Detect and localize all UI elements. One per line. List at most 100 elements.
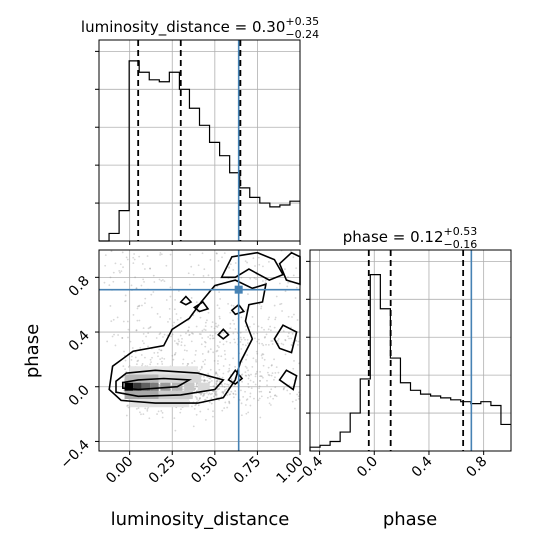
sample-point bbox=[130, 358, 133, 361]
sample-point bbox=[209, 258, 212, 261]
sample-point bbox=[270, 374, 273, 377]
sample-point bbox=[104, 254, 107, 256]
sample-point bbox=[211, 390, 214, 393]
sample-point bbox=[179, 316, 182, 319]
sample-point bbox=[192, 425, 195, 428]
sample-point bbox=[187, 330, 189, 332]
sample-point bbox=[153, 281, 156, 283]
sample-point bbox=[195, 349, 197, 352]
sample-point bbox=[127, 404, 129, 407]
sample-point bbox=[194, 353, 197, 356]
sample-point bbox=[203, 380, 206, 383]
sample-point bbox=[188, 333, 191, 336]
sample-point bbox=[259, 380, 261, 382]
sample-point bbox=[191, 362, 193, 364]
sample-point bbox=[274, 376, 276, 379]
sample-point bbox=[218, 307, 221, 310]
sample-point bbox=[187, 363, 190, 365]
sample-point bbox=[204, 359, 207, 361]
sample-point bbox=[217, 355, 220, 357]
sample-point bbox=[183, 349, 186, 352]
sample-point bbox=[287, 315, 290, 318]
sample-point bbox=[214, 390, 217, 393]
sample-point bbox=[215, 372, 218, 375]
sample-point bbox=[284, 290, 287, 293]
sample-point bbox=[215, 382, 218, 385]
sample-point bbox=[203, 268, 206, 271]
sample-point bbox=[217, 362, 219, 365]
sample-point bbox=[201, 252, 204, 255]
sample-point bbox=[179, 411, 182, 414]
sample-point bbox=[270, 364, 273, 366]
density-cell bbox=[133, 382, 142, 391]
sample-point bbox=[215, 322, 217, 325]
sample-point bbox=[158, 383, 161, 386]
sample-point bbox=[150, 361, 152, 363]
sample-point bbox=[157, 410, 160, 413]
histogram-marks bbox=[99, 40, 300, 242]
sample-point bbox=[284, 353, 287, 356]
sample-point bbox=[135, 363, 138, 366]
sample-point bbox=[274, 316, 277, 319]
sample-point bbox=[257, 256, 260, 259]
sample-point bbox=[261, 375, 263, 378]
sample-point bbox=[162, 336, 164, 338]
sample-point bbox=[223, 252, 226, 255]
sample-point bbox=[134, 276, 137, 279]
sample-point bbox=[187, 272, 190, 275]
sample-point bbox=[220, 395, 223, 398]
sample-point bbox=[137, 407, 140, 409]
sample-point bbox=[258, 390, 261, 393]
sample-point bbox=[234, 393, 237, 396]
sample-point bbox=[143, 280, 145, 283]
sample-point bbox=[291, 316, 293, 318]
sample-point bbox=[246, 261, 249, 264]
sample-point bbox=[163, 357, 166, 360]
sample-point bbox=[195, 396, 198, 399]
sample-point bbox=[289, 250, 292, 253]
histogram-marks bbox=[309, 250, 511, 451]
sample-point bbox=[252, 381, 255, 383]
contour-island bbox=[217, 328, 230, 340]
sample-point bbox=[227, 370, 230, 373]
sample-point bbox=[138, 304, 141, 307]
sample-point bbox=[249, 277, 252, 280]
sample-point bbox=[197, 404, 200, 407]
sample-point bbox=[273, 378, 275, 381]
sample-point bbox=[183, 344, 186, 347]
sample-point bbox=[194, 395, 197, 398]
sample-point bbox=[230, 304, 233, 307]
sample-point bbox=[132, 262, 135, 265]
density-cell bbox=[124, 390, 159, 400]
sample-point bbox=[160, 279, 163, 282]
sample-point bbox=[141, 263, 144, 265]
sample-point bbox=[141, 364, 143, 367]
sample-point bbox=[127, 366, 130, 368]
sample-point bbox=[166, 334, 169, 337]
sample-point bbox=[131, 347, 134, 349]
sample-point bbox=[137, 305, 140, 308]
sample-point bbox=[175, 342, 178, 345]
sample-point bbox=[253, 323, 255, 326]
sample-point bbox=[206, 396, 209, 399]
sample-point bbox=[171, 333, 174, 336]
sample-point bbox=[152, 291, 155, 293]
x-tick-label: 0.00 bbox=[103, 454, 136, 487]
sample-point bbox=[296, 393, 299, 396]
sample-point bbox=[141, 340, 144, 342]
sample-point bbox=[229, 393, 232, 396]
x-tick-label: 0.0 bbox=[354, 454, 381, 481]
sample-point bbox=[142, 413, 145, 416]
sample-point bbox=[286, 389, 289, 392]
sample-point bbox=[218, 368, 221, 371]
sample-point bbox=[180, 408, 182, 411]
sample-point bbox=[144, 356, 146, 359]
sample-point bbox=[182, 388, 185, 391]
sample-point bbox=[159, 358, 162, 361]
sample-point bbox=[139, 411, 141, 414]
sample-point bbox=[266, 384, 268, 387]
sample-point bbox=[225, 340, 228, 343]
sample-point bbox=[216, 252, 218, 255]
sample-point bbox=[186, 363, 189, 365]
sample-point bbox=[246, 354, 249, 356]
